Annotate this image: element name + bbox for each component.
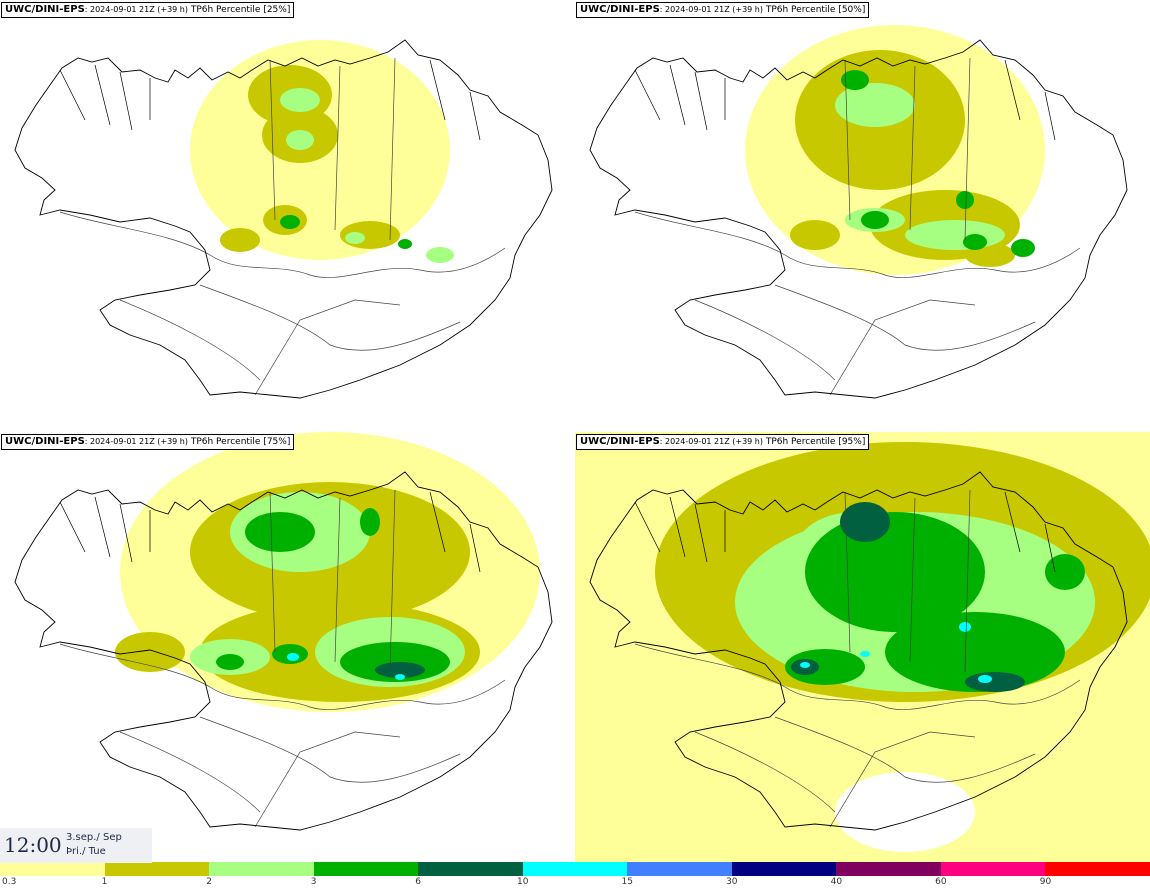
- coastline: [589, 471, 1128, 831]
- precip-contour: [956, 191, 974, 209]
- precip-contour: [280, 88, 320, 112]
- precip-contour: [115, 632, 185, 672]
- color-legend-ticks: 0.3 1 2 3 6 10 15 30 40 60 90: [0, 877, 1150, 891]
- legend-swatch: [209, 862, 314, 876]
- precip-contour: [861, 211, 889, 229]
- precip-contour: [395, 674, 405, 680]
- fjords: [634, 491, 1056, 573]
- precip-contour: [286, 130, 314, 150]
- legend-swatch: [1045, 862, 1150, 876]
- precip-contour: [978, 675, 992, 683]
- precip-contour: [245, 512, 315, 552]
- legend-swatch: [940, 862, 1046, 876]
- precip-contour: [375, 662, 425, 678]
- iceland-precip-map: [589, 25, 1128, 399]
- panel-title: UWC/DINI-EPS: 2024-09-01 21Z (+39 h) TP6…: [1, 434, 295, 450]
- color-legend-bar: [0, 862, 1150, 876]
- legend-swatch: [627, 862, 732, 876]
- panel-title: UWC/DINI-EPS: 2024-09-01 21Z (+39 h) TP6…: [576, 2, 870, 18]
- precip-contour: [785, 649, 865, 685]
- precip-contour: [841, 70, 869, 90]
- valid-date-line1: 3.sep./ Sep: [66, 832, 122, 843]
- legend-swatch: [313, 862, 419, 876]
- legend-tick-label: 60: [935, 877, 947, 887]
- fjords: [59, 59, 481, 141]
- iceland-precip-map: [14, 432, 553, 831]
- legend-swatch: [0, 862, 105, 876]
- map-panel-p25: UWC/DINI-EPS: 2024-09-01 21Z (+39 h) TP6…: [0, 0, 575, 430]
- legend-tick-label: 1: [101, 877, 108, 887]
- precip-contour: [280, 215, 300, 229]
- valid-date: 3.sep./ Sep Þri./ Tue: [66, 831, 122, 859]
- precip-contour: [426, 247, 454, 263]
- valid-time-box: 12:00 3.sep./ Sep Þri./ Tue: [0, 828, 152, 863]
- valid-hour: 12:00: [4, 833, 62, 857]
- precip-contour: [805, 512, 985, 632]
- precip-contour: [963, 234, 987, 250]
- precip-contour: [835, 83, 915, 127]
- map-panel-p75: UWC/DINI-EPS: 2024-09-01 21Z (+39 h) TP6…: [0, 432, 575, 862]
- precip-contour: [840, 502, 890, 542]
- precip-contour: [220, 228, 260, 252]
- fjords: [59, 491, 481, 573]
- legend-swatch: [731, 862, 837, 876]
- coastline: [589, 39, 1128, 399]
- precip-contour: [790, 220, 840, 250]
- road-network: [59, 57, 506, 396]
- precip-contour: [287, 653, 299, 661]
- fjords: [634, 59, 1056, 141]
- precip-contour: [345, 232, 365, 244]
- precip-contour: [800, 662, 810, 668]
- legend-swatch: [104, 862, 210, 876]
- precip-contour: [885, 612, 1065, 692]
- precip-contour: [905, 220, 1005, 250]
- legend-tick-label: 90: [1039, 877, 1052, 887]
- map-panel-p50: UWC/DINI-EPS: 2024-09-01 21Z (+39 h) TP6…: [575, 0, 1150, 430]
- panel-title: UWC/DINI-EPS: 2024-09-01 21Z (+39 h) TP6…: [1, 2, 295, 18]
- legend-swatch: [418, 862, 523, 876]
- iceland-precip-map: [575, 432, 1150, 862]
- road-network: [59, 489, 506, 828]
- dry-area: [835, 772, 975, 852]
- precip-contour: [216, 654, 244, 670]
- road-network: [634, 489, 1081, 828]
- precip-contour: [360, 508, 380, 536]
- legend-tick-label: 2: [206, 877, 212, 887]
- precip-contour: [398, 239, 412, 249]
- valid-date-line2: Þri./ Tue: [66, 846, 106, 857]
- coastline: [14, 39, 553, 399]
- legend-tick-label: 30: [726, 877, 738, 887]
- legend-tick-label: 6: [415, 877, 422, 887]
- legend-tick-label: 3: [310, 877, 317, 887]
- legend-tick-label: 40: [830, 877, 843, 887]
- precip-contour: [959, 622, 971, 632]
- map-panel-p95: UWC/DINI-EPS: 2024-09-01 21Z (+39 h) TP6…: [575, 432, 1150, 862]
- precip-contour: [1045, 554, 1085, 590]
- road-network: [634, 57, 1081, 396]
- precip-contour: [860, 651, 870, 657]
- iceland-precip-map: [14, 39, 553, 399]
- precip-contour: [1011, 239, 1035, 257]
- coastline: [14, 471, 553, 831]
- legend-tick-label: 10: [516, 877, 529, 887]
- legend-tick-label: 0.3: [2, 877, 17, 887]
- legend-swatch: [836, 862, 941, 876]
- legend-tick-label: 15: [621, 877, 633, 887]
- panel-title: UWC/DINI-EPS: 2024-09-01 21Z (+39 h) TP6…: [576, 434, 870, 450]
- precip-contour: [965, 672, 1025, 692]
- legend-swatch: [522, 862, 628, 876]
